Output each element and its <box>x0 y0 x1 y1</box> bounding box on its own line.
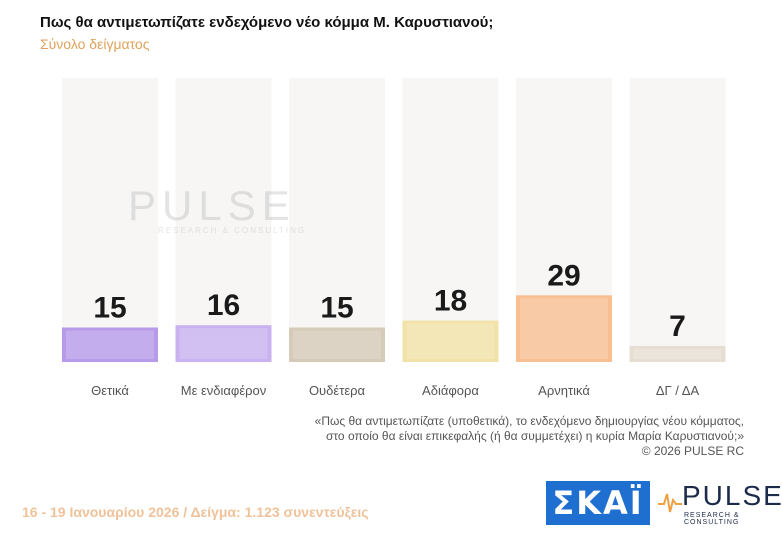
footnote-line-2: στο οποίο θα είναι επικεφαλής (ή θα συμμ… <box>325 429 744 443</box>
bar-chart: 15 Θετικά 16 Με ενδιαφέρον 15 Ουδέτερα 18 Αδιάφ… <box>62 78 726 398</box>
pulse-watermark: PULSE RESEARCH & CONSULTING <box>128 182 306 235</box>
bar-value-label: 15 <box>320 292 353 325</box>
bar-highlight <box>520 298 608 359</box>
bar-highlight <box>66 330 154 359</box>
bar-background <box>62 78 158 362</box>
bar-background <box>175 78 272 362</box>
skai-logo: ΣΚΑΪ <box>546 481 650 525</box>
bar <box>629 345 726 362</box>
bar-value-label: 18 <box>434 285 467 318</box>
bar <box>516 295 612 362</box>
bar-value-label: 7 <box>669 310 686 343</box>
bar-highlight <box>633 348 722 359</box>
category-label: ΔΓ / ΔΑ <box>656 383 700 398</box>
question-footnote: «Πως θα αντιμετωπίζατε (υποθετικά), το ε… <box>224 414 744 459</box>
pulse-logo-word: PULSE <box>682 480 782 511</box>
bar <box>62 327 158 362</box>
pulse-logo: PULSE RESEARCH & CONSULTING <box>658 480 782 526</box>
bar-background <box>629 78 726 362</box>
bar-highlight <box>406 323 495 359</box>
bar <box>402 320 499 362</box>
bar-highlight <box>179 328 268 359</box>
category-label: Με ενδιαφέρον <box>181 383 267 398</box>
bar <box>175 325 272 362</box>
bar-value-label: 15 <box>93 292 126 325</box>
chart-subtitle: Σύνολο δείγματος <box>40 36 150 52</box>
footnote-line-1: «Πως θα αντιμετωπίζατε (υποθετικά), το ε… <box>314 414 744 428</box>
pulse-logo-sub: RESEARCH & CONSULTING <box>684 512 740 526</box>
bar-value-label: 29 <box>547 259 580 292</box>
chart-title: Πως θα αντιμετωπίζατε ενδεχόμενο νέο κόμ… <box>40 14 494 31</box>
fieldwork-info: 16 - 19 Ιανουαρίου 2026 / Δείγμα: 1.123 … <box>22 504 369 520</box>
bar-background <box>402 78 499 362</box>
category-label: Θετικά <box>91 383 129 398</box>
pulse-wave-icon <box>658 493 682 513</box>
category-label: Αδιάφορα <box>422 383 479 398</box>
watermark-word: PULSE <box>128 182 296 229</box>
bar-highlight <box>293 330 381 359</box>
bar-background <box>289 78 385 362</box>
bar-value-label: 16 <box>207 289 240 322</box>
category-label: Αρνητικά <box>538 383 590 398</box>
bar <box>289 327 385 362</box>
watermark-sub: RESEARCH & CONSULTING <box>158 226 307 235</box>
footnote-copyright: © 2026 PULSE RC <box>641 444 744 458</box>
category-label: Ουδέτερα <box>309 383 366 398</box>
